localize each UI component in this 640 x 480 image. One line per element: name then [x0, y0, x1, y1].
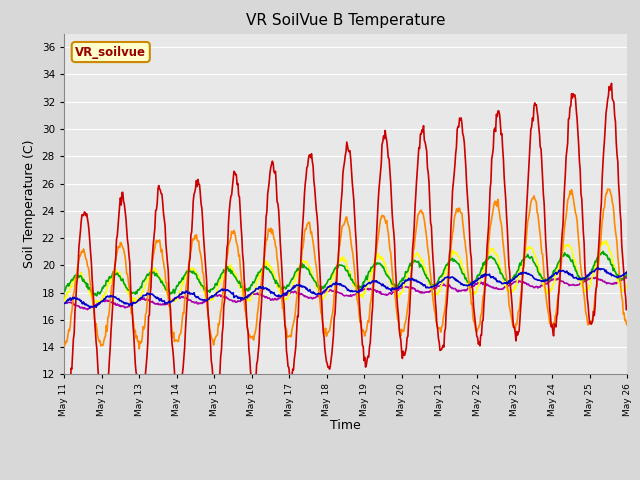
Text: VR_soilvue: VR_soilvue	[76, 46, 147, 59]
Y-axis label: Soil Temperature (C): Soil Temperature (C)	[23, 140, 36, 268]
Title: VR SoilVue B Temperature: VR SoilVue B Temperature	[246, 13, 445, 28]
X-axis label: Time: Time	[330, 419, 361, 432]
